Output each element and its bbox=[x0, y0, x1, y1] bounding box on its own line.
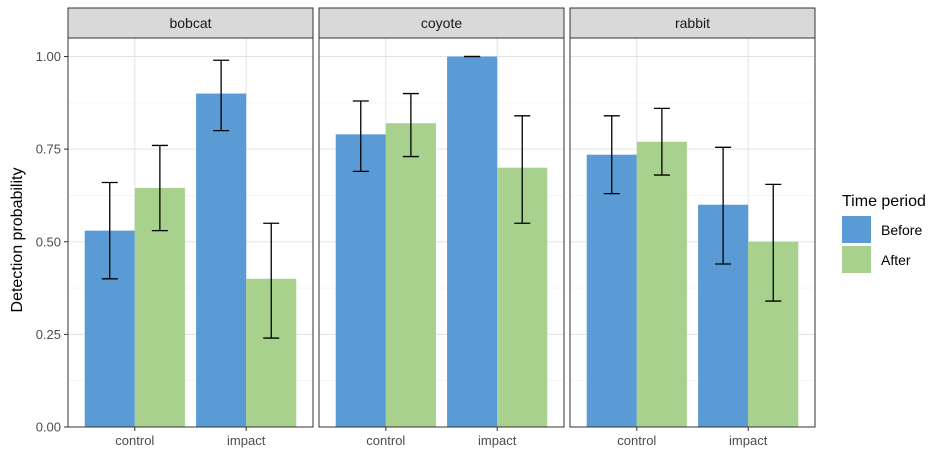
errorbar-rabbit-control-before bbox=[603, 115, 620, 195]
x-tick-label: control bbox=[617, 433, 656, 448]
x-tick-label: control bbox=[115, 433, 154, 448]
legend: Time period Before After bbox=[842, 193, 926, 273]
legend-label-before: Before bbox=[881, 222, 922, 238]
panel-rabbit: rabbit control impact bbox=[569, 7, 816, 448]
y-tick-label: 0.50 bbox=[36, 234, 61, 249]
panel-border bbox=[569, 37, 816, 428]
errorbar-coyote-impact-after bbox=[514, 115, 531, 224]
y-axis: 0.00 0.25 0.50 0.75 1.00 bbox=[36, 49, 68, 435]
panel-border bbox=[67, 37, 314, 428]
legend-swatch-before bbox=[842, 216, 871, 243]
y-tick-label: 1.00 bbox=[36, 49, 61, 64]
x-tick-label: impact bbox=[478, 433, 517, 448]
bar-bobcat-impact-before bbox=[196, 93, 247, 428]
strip-label: coyote bbox=[421, 15, 462, 31]
strip-label: rabbit bbox=[675, 15, 710, 31]
legend-title: Time period bbox=[842, 193, 926, 210]
errorbar-coyote-control-after bbox=[402, 92, 419, 158]
strip-bobcat bbox=[67, 7, 314, 39]
legend-swatch-after bbox=[842, 246, 871, 273]
errorbar-bobcat-impact-after bbox=[263, 222, 280, 339]
y-tick-label: 0.00 bbox=[36, 420, 61, 435]
bar-coyote-control-before bbox=[335, 134, 386, 428]
y-axis-title: Detection probability bbox=[9, 168, 26, 313]
errorbar-bobcat-impact-before bbox=[213, 59, 230, 132]
errorbar-bobcat-control-before bbox=[101, 181, 118, 280]
strip-rabbit bbox=[569, 7, 816, 39]
y-tick-label: 0.75 bbox=[36, 142, 61, 157]
x-tick-label: impact bbox=[729, 433, 768, 448]
bar-rabbit-control-after bbox=[636, 141, 687, 427]
errorbar-bobcat-control-after bbox=[151, 144, 168, 232]
bar-coyote-impact-before bbox=[447, 56, 498, 428]
legend-label-after: After bbox=[881, 252, 911, 268]
strip-label: bobcat bbox=[169, 15, 211, 31]
panel-bobcat: bobcat control impact bbox=[67, 7, 314, 448]
x-tick-label: impact bbox=[227, 433, 266, 448]
errorbar-rabbit-impact-before bbox=[715, 146, 732, 265]
y-tick-label: 0.25 bbox=[36, 327, 61, 342]
bar-rabbit-control-before bbox=[586, 154, 637, 427]
errorbar-rabbit-control-after bbox=[653, 107, 670, 176]
errorbar-rabbit-impact-after bbox=[765, 183, 782, 302]
panel-coyote: coyote control impact bbox=[318, 7, 565, 448]
panel-border bbox=[318, 37, 565, 428]
errorbar-coyote-control-before bbox=[352, 100, 369, 173]
bar-coyote-control-after bbox=[385, 123, 436, 427]
x-tick-label: control bbox=[366, 433, 405, 448]
